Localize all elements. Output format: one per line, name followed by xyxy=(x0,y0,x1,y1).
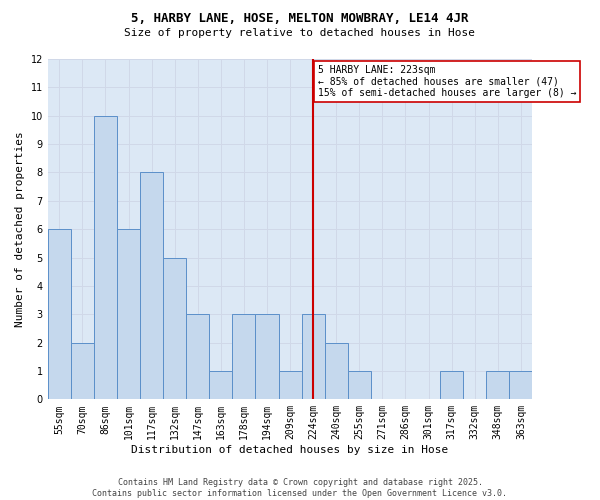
Bar xyxy=(71,342,94,400)
Bar xyxy=(348,371,371,400)
Text: Contains HM Land Registry data © Crown copyright and database right 2025.
Contai: Contains HM Land Registry data © Crown c… xyxy=(92,478,508,498)
Bar xyxy=(117,229,140,400)
Bar xyxy=(140,172,163,400)
Bar xyxy=(209,371,232,400)
Text: 5, HARBY LANE, HOSE, MELTON MOWBRAY, LE14 4JR: 5, HARBY LANE, HOSE, MELTON MOWBRAY, LE1… xyxy=(131,12,469,26)
Y-axis label: Number of detached properties: Number of detached properties xyxy=(15,132,25,327)
Bar xyxy=(302,314,325,400)
Bar xyxy=(440,371,463,400)
Bar xyxy=(256,314,278,400)
Text: 5 HARBY LANE: 223sqm
← 85% of detached houses are smaller (47)
15% of semi-detac: 5 HARBY LANE: 223sqm ← 85% of detached h… xyxy=(318,64,577,98)
Bar xyxy=(486,371,509,400)
Bar xyxy=(509,371,532,400)
Bar xyxy=(325,342,348,400)
Bar xyxy=(186,314,209,400)
Bar xyxy=(94,116,117,400)
Bar xyxy=(163,258,186,400)
Bar xyxy=(232,314,256,400)
Bar xyxy=(278,371,302,400)
Text: Size of property relative to detached houses in Hose: Size of property relative to detached ho… xyxy=(125,28,476,38)
X-axis label: Distribution of detached houses by size in Hose: Distribution of detached houses by size … xyxy=(131,445,449,455)
Bar xyxy=(48,229,71,400)
